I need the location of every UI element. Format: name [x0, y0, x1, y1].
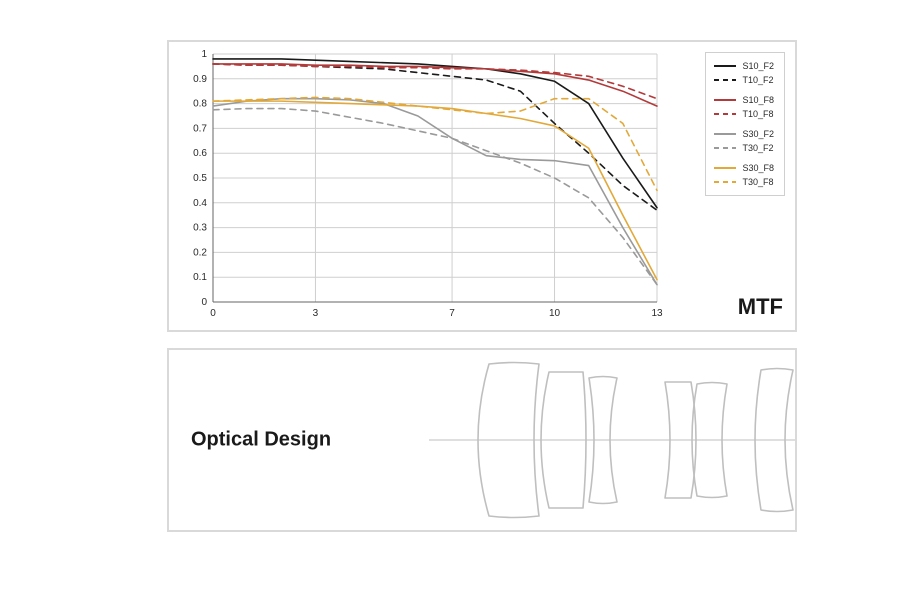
svg-text:0.8: 0.8: [193, 99, 207, 110]
series-T30_F2: [213, 109, 657, 285]
legend-label: S30_F2: [742, 129, 774, 139]
svg-text:0: 0: [201, 297, 207, 308]
svg-text:0.6: 0.6: [193, 148, 207, 159]
legend-swatch-icon: [714, 73, 736, 87]
svg-text:7: 7: [449, 308, 455, 319]
legend-label: S10_F8: [742, 95, 774, 105]
legend-item-T10_F8: T10_F8: [714, 107, 774, 121]
mtf-panel: 00.10.20.30.40.50.60.70.80.910371013 S10…: [167, 40, 797, 332]
svg-text:0.4: 0.4: [193, 198, 207, 209]
series-T30_F8: [213, 97, 657, 190]
legend-swatch-icon: [714, 127, 736, 141]
legend-group: S10_F8 T10_F8: [714, 93, 774, 121]
mtf-chart: 00.10.20.30.40.50.60.70.80.910371013: [169, 42, 795, 330]
legend-label: T30_F8: [742, 177, 773, 187]
legend-item-T30_F2: T30_F2: [714, 141, 774, 155]
legend-group: S30_F8 T30_F8: [714, 161, 774, 189]
legend-swatch-icon: [714, 141, 736, 155]
legend-group: S10_F2 T10_F2: [714, 59, 774, 87]
page-root: 00.10.20.30.40.50.60.70.80.910371013 S10…: [0, 0, 900, 600]
svg-text:0.7: 0.7: [193, 123, 207, 134]
legend-label: T10_F2: [742, 75, 773, 85]
legend-group: S30_F2 T30_F2: [714, 127, 774, 155]
legend-item-S10_F2: S10_F2: [714, 59, 774, 73]
legend-label: T30_F2: [742, 143, 773, 153]
legend-label: T10_F8: [742, 109, 773, 119]
legend-swatch-icon: [714, 175, 736, 189]
mtf-legend: S10_F2T10_F2S10_F8T10_F8S30_F2T30_F2S30_…: [705, 52, 785, 196]
legend-swatch-icon: [714, 107, 736, 121]
svg-text:0.3: 0.3: [193, 223, 207, 234]
legend-label: S30_F8: [742, 163, 774, 173]
svg-text:0: 0: [210, 308, 216, 319]
series-S30_F2: [213, 99, 657, 285]
svg-text:0.1: 0.1: [193, 272, 207, 283]
svg-text:1: 1: [201, 49, 207, 60]
svg-text:13: 13: [651, 308, 663, 319]
svg-text:10: 10: [549, 308, 561, 319]
legend-item-T30_F8: T30_F8: [714, 175, 774, 189]
optical-diagram: [169, 350, 795, 530]
series-T10_F2: [213, 64, 657, 210]
legend-item-S30_F2: S30_F2: [714, 127, 774, 141]
series-S10_F8: [213, 64, 657, 106]
legend-swatch-icon: [714, 161, 736, 175]
svg-text:0.9: 0.9: [193, 74, 207, 85]
optical-panel: Optical Design: [167, 348, 797, 532]
legend-item-T10_F2: T10_F2: [714, 73, 774, 87]
legend-label: S10_F2: [742, 61, 774, 71]
svg-text:0.5: 0.5: [193, 173, 207, 184]
legend-swatch-icon: [714, 59, 736, 73]
legend-item-S10_F8: S10_F8: [714, 93, 774, 107]
mtf-title: MTF: [738, 294, 783, 320]
legend-item-S30_F8: S30_F8: [714, 161, 774, 175]
svg-text:3: 3: [313, 308, 319, 319]
svg-text:0.2: 0.2: [193, 247, 207, 258]
legend-swatch-icon: [714, 93, 736, 107]
